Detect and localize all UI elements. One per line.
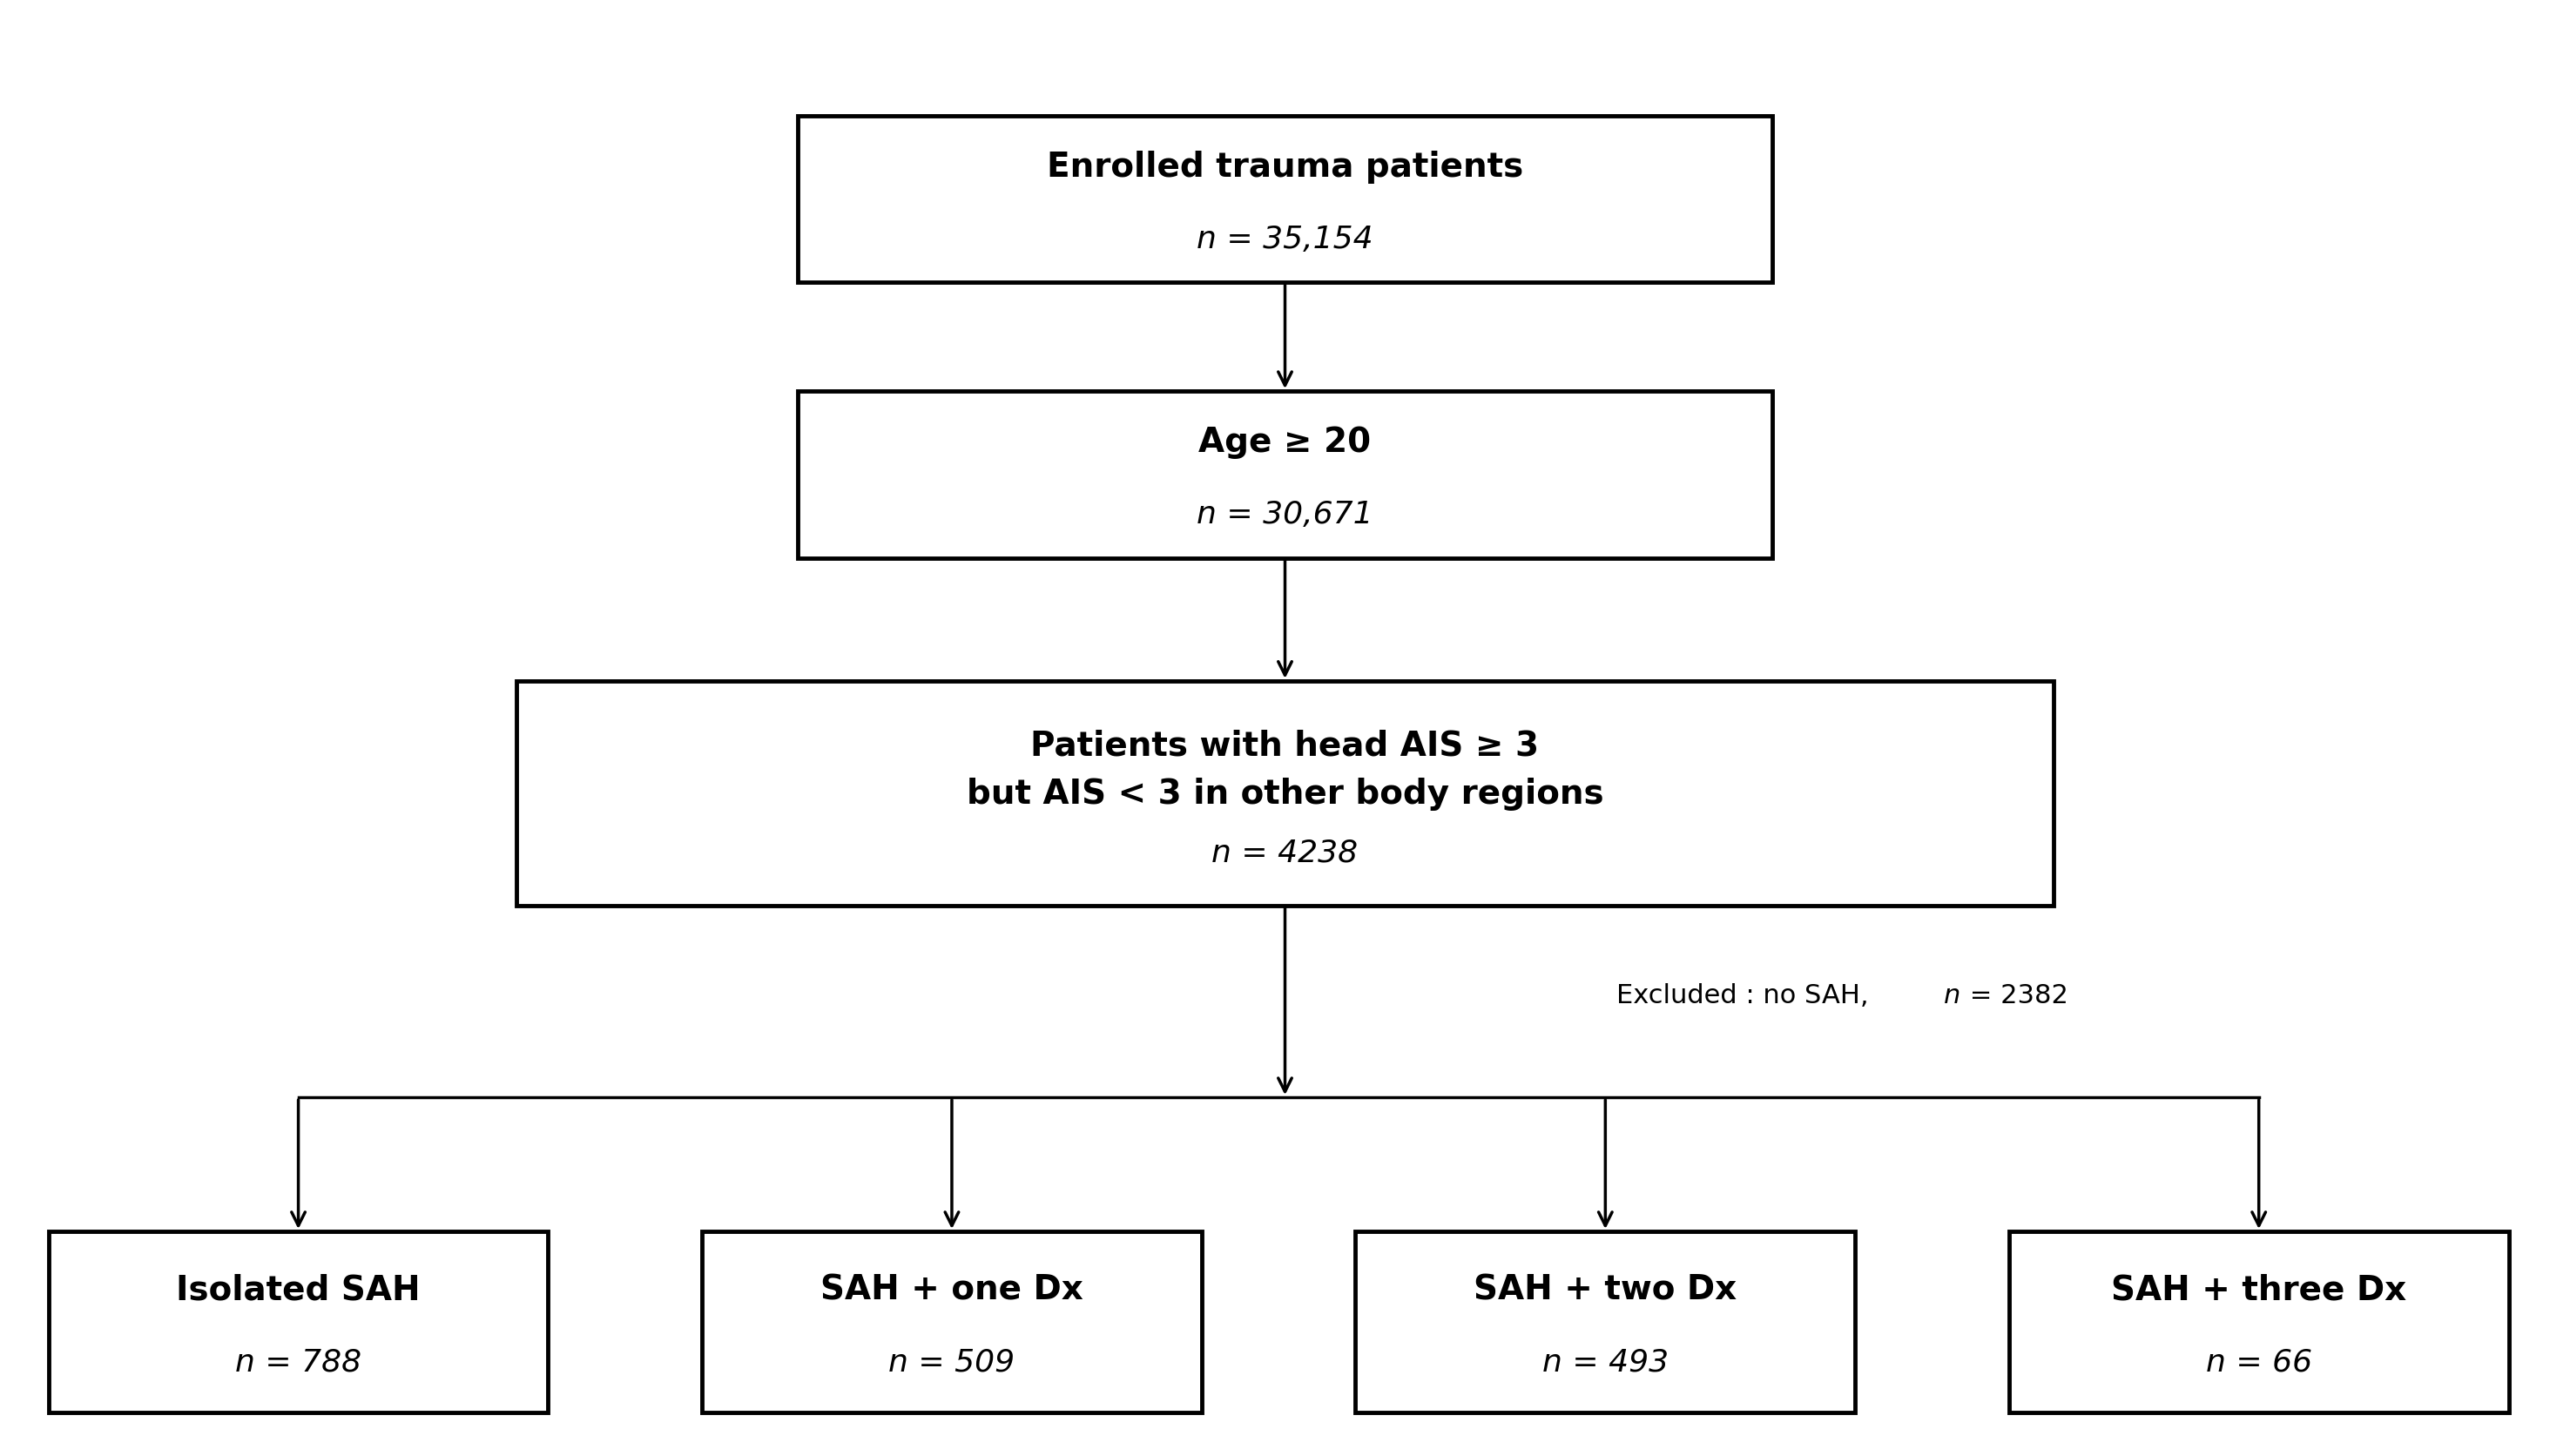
Text: n = 4238: n = 4238 bbox=[1213, 839, 1357, 868]
Text: Excluded : no SAH,: Excluded : no SAH, bbox=[1617, 983, 1876, 1009]
Text: Enrolled trauma patients: Enrolled trauma patients bbox=[1046, 151, 1524, 183]
Text: n: n bbox=[1943, 983, 1961, 1009]
Text: n = 493: n = 493 bbox=[1542, 1348, 1668, 1377]
Text: n = 788: n = 788 bbox=[234, 1348, 362, 1377]
Text: = 2382: = 2382 bbox=[1961, 983, 2069, 1009]
Text: n = 30,671: n = 30,671 bbox=[1198, 501, 1372, 530]
Bar bbox=[799, 392, 1771, 558]
Text: n = 35,154: n = 35,154 bbox=[1198, 226, 1372, 255]
Bar bbox=[702, 1232, 1203, 1412]
Text: SAH + three Dx: SAH + three Dx bbox=[2110, 1274, 2406, 1306]
Bar bbox=[799, 116, 1771, 282]
Text: but AIS < 3 in other body regions: but AIS < 3 in other body regions bbox=[966, 778, 1604, 811]
Text: n = 509: n = 509 bbox=[889, 1348, 1015, 1377]
Text: Age ≥ 20: Age ≥ 20 bbox=[1198, 427, 1372, 459]
Bar bbox=[517, 681, 2053, 906]
Text: SAH + one Dx: SAH + one Dx bbox=[820, 1274, 1085, 1306]
Text: Isolated SAH: Isolated SAH bbox=[177, 1274, 421, 1306]
Bar bbox=[49, 1232, 547, 1412]
Text: Patients with head AIS ≥ 3: Patients with head AIS ≥ 3 bbox=[1031, 729, 1539, 763]
Text: n = 66: n = 66 bbox=[2205, 1348, 2313, 1377]
Bar bbox=[1354, 1232, 1856, 1412]
Bar bbox=[2010, 1232, 2508, 1412]
Text: SAH + two Dx: SAH + two Dx bbox=[1473, 1274, 1737, 1306]
